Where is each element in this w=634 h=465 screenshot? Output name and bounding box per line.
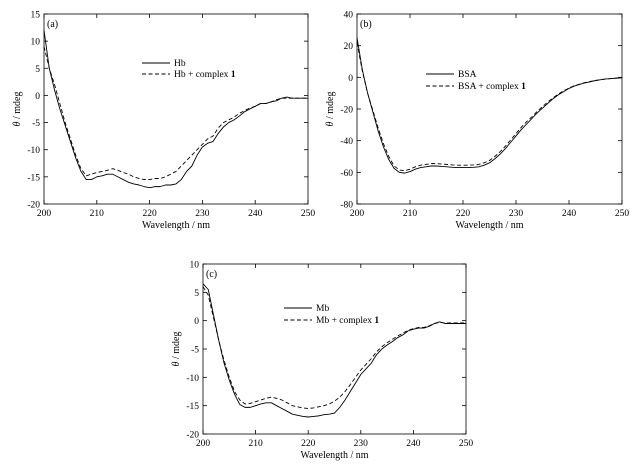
- x-tick-label: 200: [196, 439, 211, 449]
- legend-entry-complex-number: 1: [231, 70, 236, 80]
- x-axis-label: Wavelength / nm: [142, 220, 210, 231]
- panel-label: (c): [206, 269, 217, 280]
- y-axis-label-symbol: θ: [12, 121, 23, 126]
- y-tick-label: -20: [27, 201, 40, 211]
- x-tick-label: 250: [459, 439, 474, 449]
- panel-c: 200 210 220 230 240 250 10 5 0 -5 -10 -15 -20 Wavelen…: [171, 261, 473, 462]
- panel-a: 200 210 220 230 240 250 15 10 5 0 -5 -10 -15 -20 Wavel…: [12, 11, 315, 232]
- x-tick-label: 230: [354, 439, 369, 449]
- y-tick-label: 10: [31, 38, 41, 48]
- y-tick-label: -40: [340, 137, 353, 147]
- y-axis-label-symbol: θ: [171, 361, 182, 366]
- y-tick-label: -10: [186, 374, 199, 384]
- series-line-protein: [202, 283, 466, 418]
- x-tick-label: 230: [509, 209, 524, 219]
- y-axis-label: θ / mdeg: [12, 92, 23, 127]
- legend-entry: Hb: [174, 59, 186, 69]
- legend-entry-name: Hb: [174, 59, 186, 69]
- y-tick-label: -20: [340, 106, 353, 116]
- x-tick-label: 210: [90, 209, 105, 219]
- legend-entry-name: Mb + complex: [316, 316, 374, 326]
- legend-entry-complex-number: 1: [374, 316, 379, 326]
- panel-label: (b): [360, 19, 372, 30]
- y-tick-label: -60: [340, 169, 353, 179]
- x-tick-label: 220: [456, 209, 471, 219]
- legend-entry: Mb: [316, 304, 329, 314]
- x-tick-label: 240: [562, 209, 577, 219]
- panel-label: (a): [47, 19, 58, 30]
- x-axis-label: Wavelength / nm: [455, 220, 523, 231]
- y-tick-label: 15: [31, 11, 41, 21]
- legend-entry: BSA: [458, 70, 477, 80]
- y-tick-label: -5: [32, 119, 40, 129]
- legend-entry: Mb + complex 1: [316, 316, 379, 326]
- y-axis-label-unit: / mdeg: [325, 92, 336, 122]
- x-axis-label: Wavelength / nm: [300, 450, 368, 461]
- y-tick-label: -10: [27, 146, 40, 156]
- legend-entry-name: BSA: [458, 70, 477, 80]
- y-tick-label: 20: [344, 42, 354, 52]
- y-axis-label-unit: / mdeg: [12, 92, 23, 122]
- y-tick-label: 0: [35, 92, 40, 102]
- legend-entry: Hb + complex 1: [174, 70, 236, 80]
- series-line-protein-plus-complex: [43, 46, 308, 181]
- legend-entry: BSA + complex 1: [458, 82, 526, 92]
- y-tick-label: 5: [194, 289, 199, 299]
- series-line-protein-plus-complex: [356, 42, 623, 172]
- y-tick-label: 10: [190, 261, 200, 271]
- series-line-protein: [43, 30, 308, 189]
- x-tick-label: 230: [195, 209, 210, 219]
- legend-entry-complex-number: 1: [521, 82, 526, 92]
- x-tick-label: 200: [37, 209, 52, 219]
- y-axis-label-unit: / mdeg: [171, 332, 182, 362]
- y-tick-label: -15: [27, 173, 40, 183]
- panel-b: 200 210 220 230 240 25040200-20-40-60-80Wavel…: [325, 11, 629, 232]
- y-tick-label: -15: [186, 402, 199, 412]
- plot-frame: [43, 13, 309, 205]
- series-line-protein-plus-complex: [202, 286, 466, 409]
- y-tick-label: 5: [35, 65, 40, 75]
- y-axis-label: θ / mdeg: [171, 332, 182, 367]
- x-tick-label: 220: [142, 209, 157, 219]
- y-tick-label: 0: [194, 317, 199, 327]
- series-line-protein: [356, 37, 623, 174]
- x-tick-label: 210: [248, 439, 263, 449]
- x-tick-label: 240: [406, 439, 421, 449]
- y-tick-label: 40: [344, 11, 354, 21]
- plot-frame: [202, 263, 467, 435]
- y-tick-label: 0: [348, 74, 353, 84]
- x-tick-label: 210: [403, 209, 418, 219]
- y-axis-label: θ / mdeg: [325, 92, 336, 127]
- x-tick-label: 250: [615, 209, 630, 219]
- x-tick-label: 220: [301, 439, 316, 449]
- x-tick-label: 200: [350, 209, 365, 219]
- y-tick-label: -20: [186, 431, 199, 441]
- y-axis-label-symbol: θ: [325, 121, 336, 126]
- y-tick-label: -5: [191, 346, 199, 356]
- legend-entry-name: Mb: [316, 304, 329, 314]
- x-tick-label: 240: [248, 209, 263, 219]
- x-tick-label: 250: [301, 209, 316, 219]
- plot-frame: [356, 13, 623, 205]
- y-tick-label: -80: [340, 201, 353, 211]
- legend-entry-name: BSA + complex: [458, 82, 521, 92]
- legend-entry-name: Hb + complex: [174, 70, 231, 80]
